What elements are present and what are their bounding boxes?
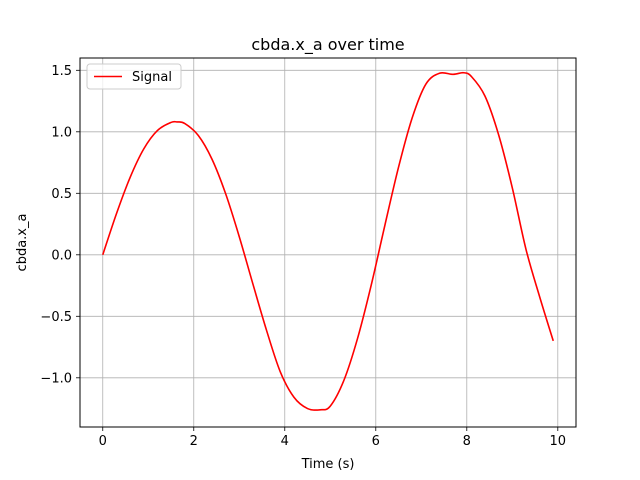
x-axis-title: Time (s) [301,457,355,472]
y-tick-label: 0.0 [51,248,72,263]
x-tick-label: 2 [190,434,198,449]
legend-label: Signal [132,70,172,85]
legend-box [86,63,182,90]
series-line-signal [101,71,555,411]
y-axis-title: cbda.x_a [15,214,30,272]
x-axis-ticks: 0 2 4 6 8 10 [99,427,566,449]
chart-title: cbda.x_a over time [251,35,404,55]
x-tick-label: 6 [372,434,380,449]
grid [80,58,576,427]
legend: Signal [86,63,182,90]
y-axis-ticks: −1.0 −0.5 0.0 0.5 1.0 1.5 [40,64,80,386]
x-tick-label: 0 [99,434,107,449]
y-tick-label: 0.5 [51,187,72,202]
y-tick-label: −0.5 [40,310,72,325]
plot-frame [79,57,577,428]
x-tick-label: 4 [281,434,289,449]
x-tick-label: 8 [463,434,471,449]
y-tick-label: −1.0 [40,371,72,386]
series-layer [101,71,555,411]
y-tick-label: 1.5 [51,64,72,79]
y-tick-label: 1.0 [51,125,72,140]
x-tick-label: 10 [550,434,567,449]
